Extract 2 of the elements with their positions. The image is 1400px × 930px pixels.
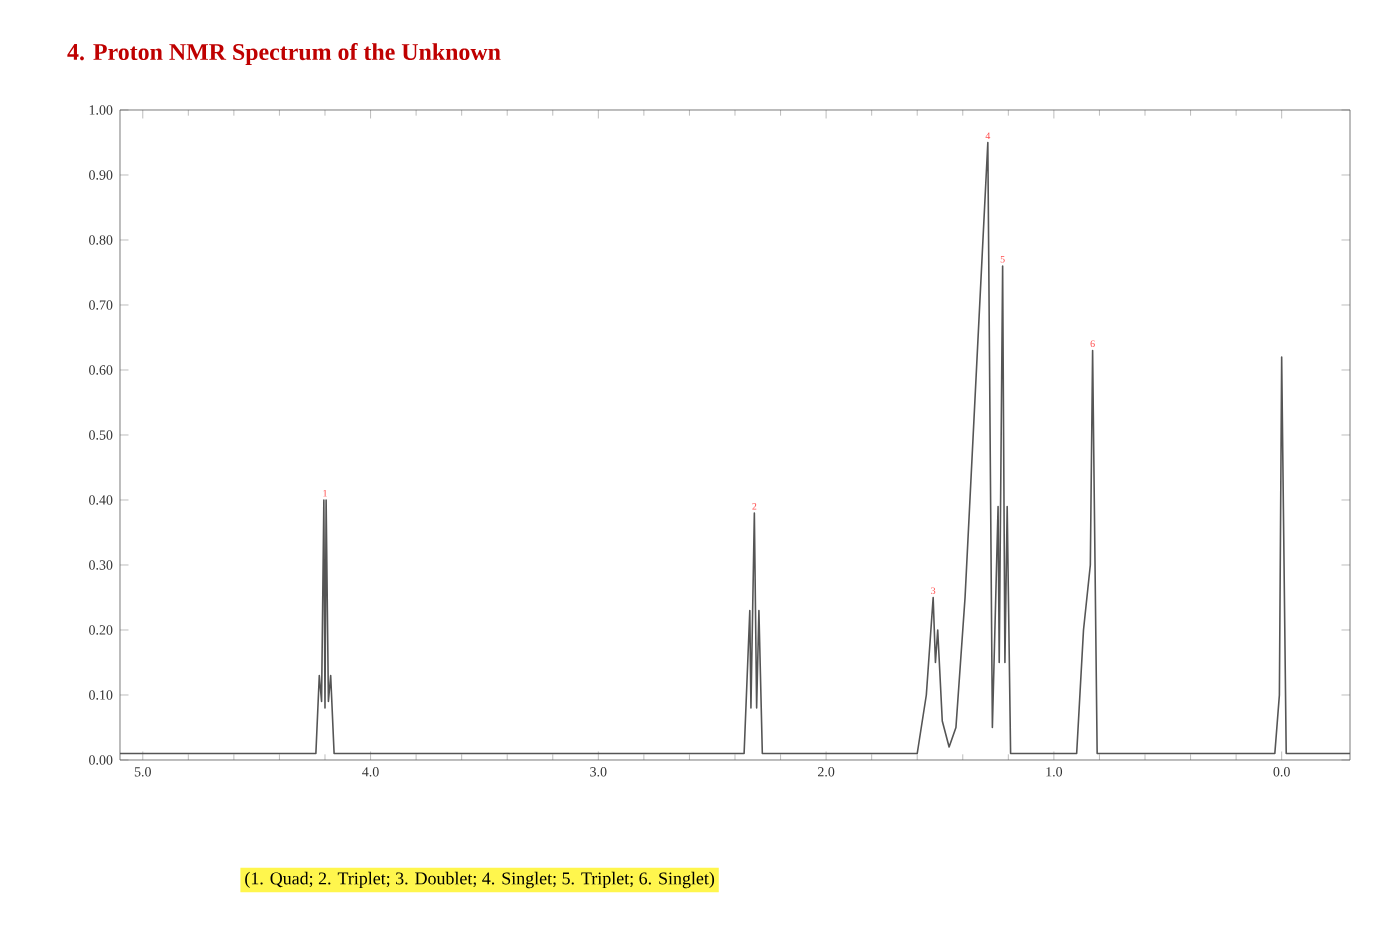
text: (1. Quad; 2. Triplet; 3. Doublet; 4. Singlet; 5. Triplet; 6. Singlet) [245,871,715,889]
chart-title: 4. Proton NMR Spectrum of the Unknown [67,43,501,65]
